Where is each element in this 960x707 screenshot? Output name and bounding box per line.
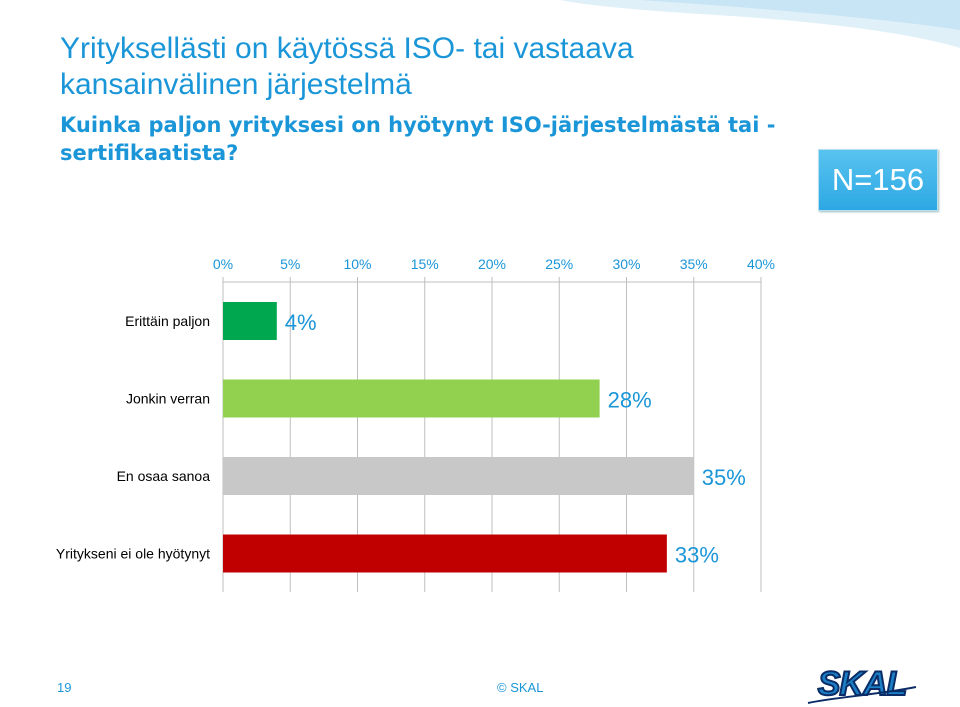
bar	[223, 379, 600, 418]
x-tick-label: 25%	[545, 256, 573, 272]
data-label: 33%	[675, 543, 719, 568]
bar-chart: 0% 5% 10% 15% 20% 25% 30% 35% 40% Erittäin paljon…	[56, 256, 775, 592]
x-tick-label: 40%	[747, 256, 775, 272]
x-tick-label: 0%	[213, 256, 233, 272]
page-number: 19	[57, 680, 72, 695]
x-tick-label: 10%	[343, 256, 371, 272]
header-swoosh	[560, 0, 960, 48]
data-label: 28%	[608, 388, 652, 413]
category-label: Erittäin paljon	[125, 313, 210, 329]
x-tick-label: 20%	[478, 256, 506, 272]
x-tick-label: 5%	[280, 256, 300, 272]
svg-text:SKAL: SKAL	[818, 665, 907, 703]
category-label: Jonkin verran	[126, 391, 210, 407]
category-label: Yritykseni ei ole hyötynyt	[56, 546, 210, 562]
x-tick-label: 15%	[411, 256, 439, 272]
copyright-text: © SKAL	[497, 680, 544, 695]
category-label: En osaa sanoa	[117, 468, 211, 484]
bar	[223, 302, 277, 340]
data-label: 4%	[285, 310, 317, 335]
slide-title: Yrityksellästi on käytössä ISO- tai vast…	[60, 32, 634, 101]
x-tick-label: 30%	[612, 256, 640, 272]
bar	[223, 534, 667, 573]
sample-size-badge: N=156	[818, 149, 938, 211]
x-tick-label: 35%	[680, 256, 708, 272]
bar	[223, 457, 694, 495]
slide-subtitle: Kuinka paljon yrityksesi on hyötynyt ISO…	[60, 113, 776, 165]
data-label: 35%	[702, 465, 746, 490]
skal-logo: SKAL	[807, 663, 917, 704]
